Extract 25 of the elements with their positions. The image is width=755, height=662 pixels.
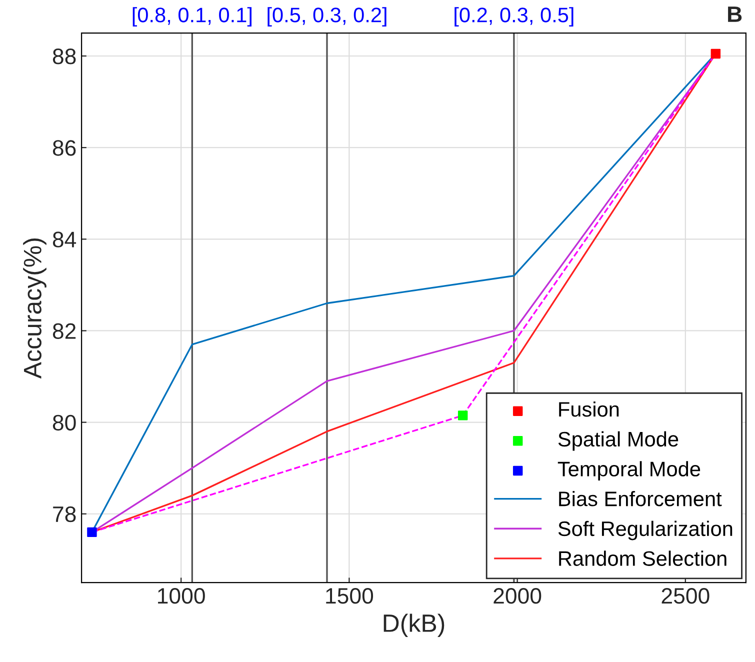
y-tick-label: 78 (53, 506, 76, 522)
y-tick-label: 82 (52, 323, 76, 339)
legend-label: Random Selection (559, 550, 726, 566)
x-tick-label: 2500 (662, 588, 710, 604)
point (710, 48, 721, 59)
legend-label: Fusion (559, 401, 619, 417)
text: [0.2, 0.3, 0.5] (454, 7, 574, 27)
x-tick-label: 1000 (158, 588, 205, 604)
y-tick-label: 86 (52, 140, 76, 156)
legend-label: Spatial Mode (558, 431, 678, 451)
y-axis-title: Accuracy(%) (23, 238, 46, 379)
y-tick-label: 80 (52, 414, 76, 431)
point (458, 410, 468, 420)
legend-label: Temporal Mode (558, 461, 700, 481)
x-axis-title: D(kB) (384, 614, 444, 637)
legend-label: Soft Regularization (558, 520, 732, 540)
text: [0.5, 0.3, 0.2] (268, 7, 386, 27)
text: B (728, 6, 742, 22)
y-tick-label: 84 (52, 232, 76, 248)
x-tick-label: 2000 (494, 588, 542, 604)
text: [0.8, 0.1, 0.1] (132, 7, 252, 27)
y-tick-label: 88 (52, 48, 76, 64)
legend-label: Bias Enforcement (559, 490, 722, 506)
point (87, 527, 97, 538)
x-tick-label: 1500 (326, 588, 374, 604)
